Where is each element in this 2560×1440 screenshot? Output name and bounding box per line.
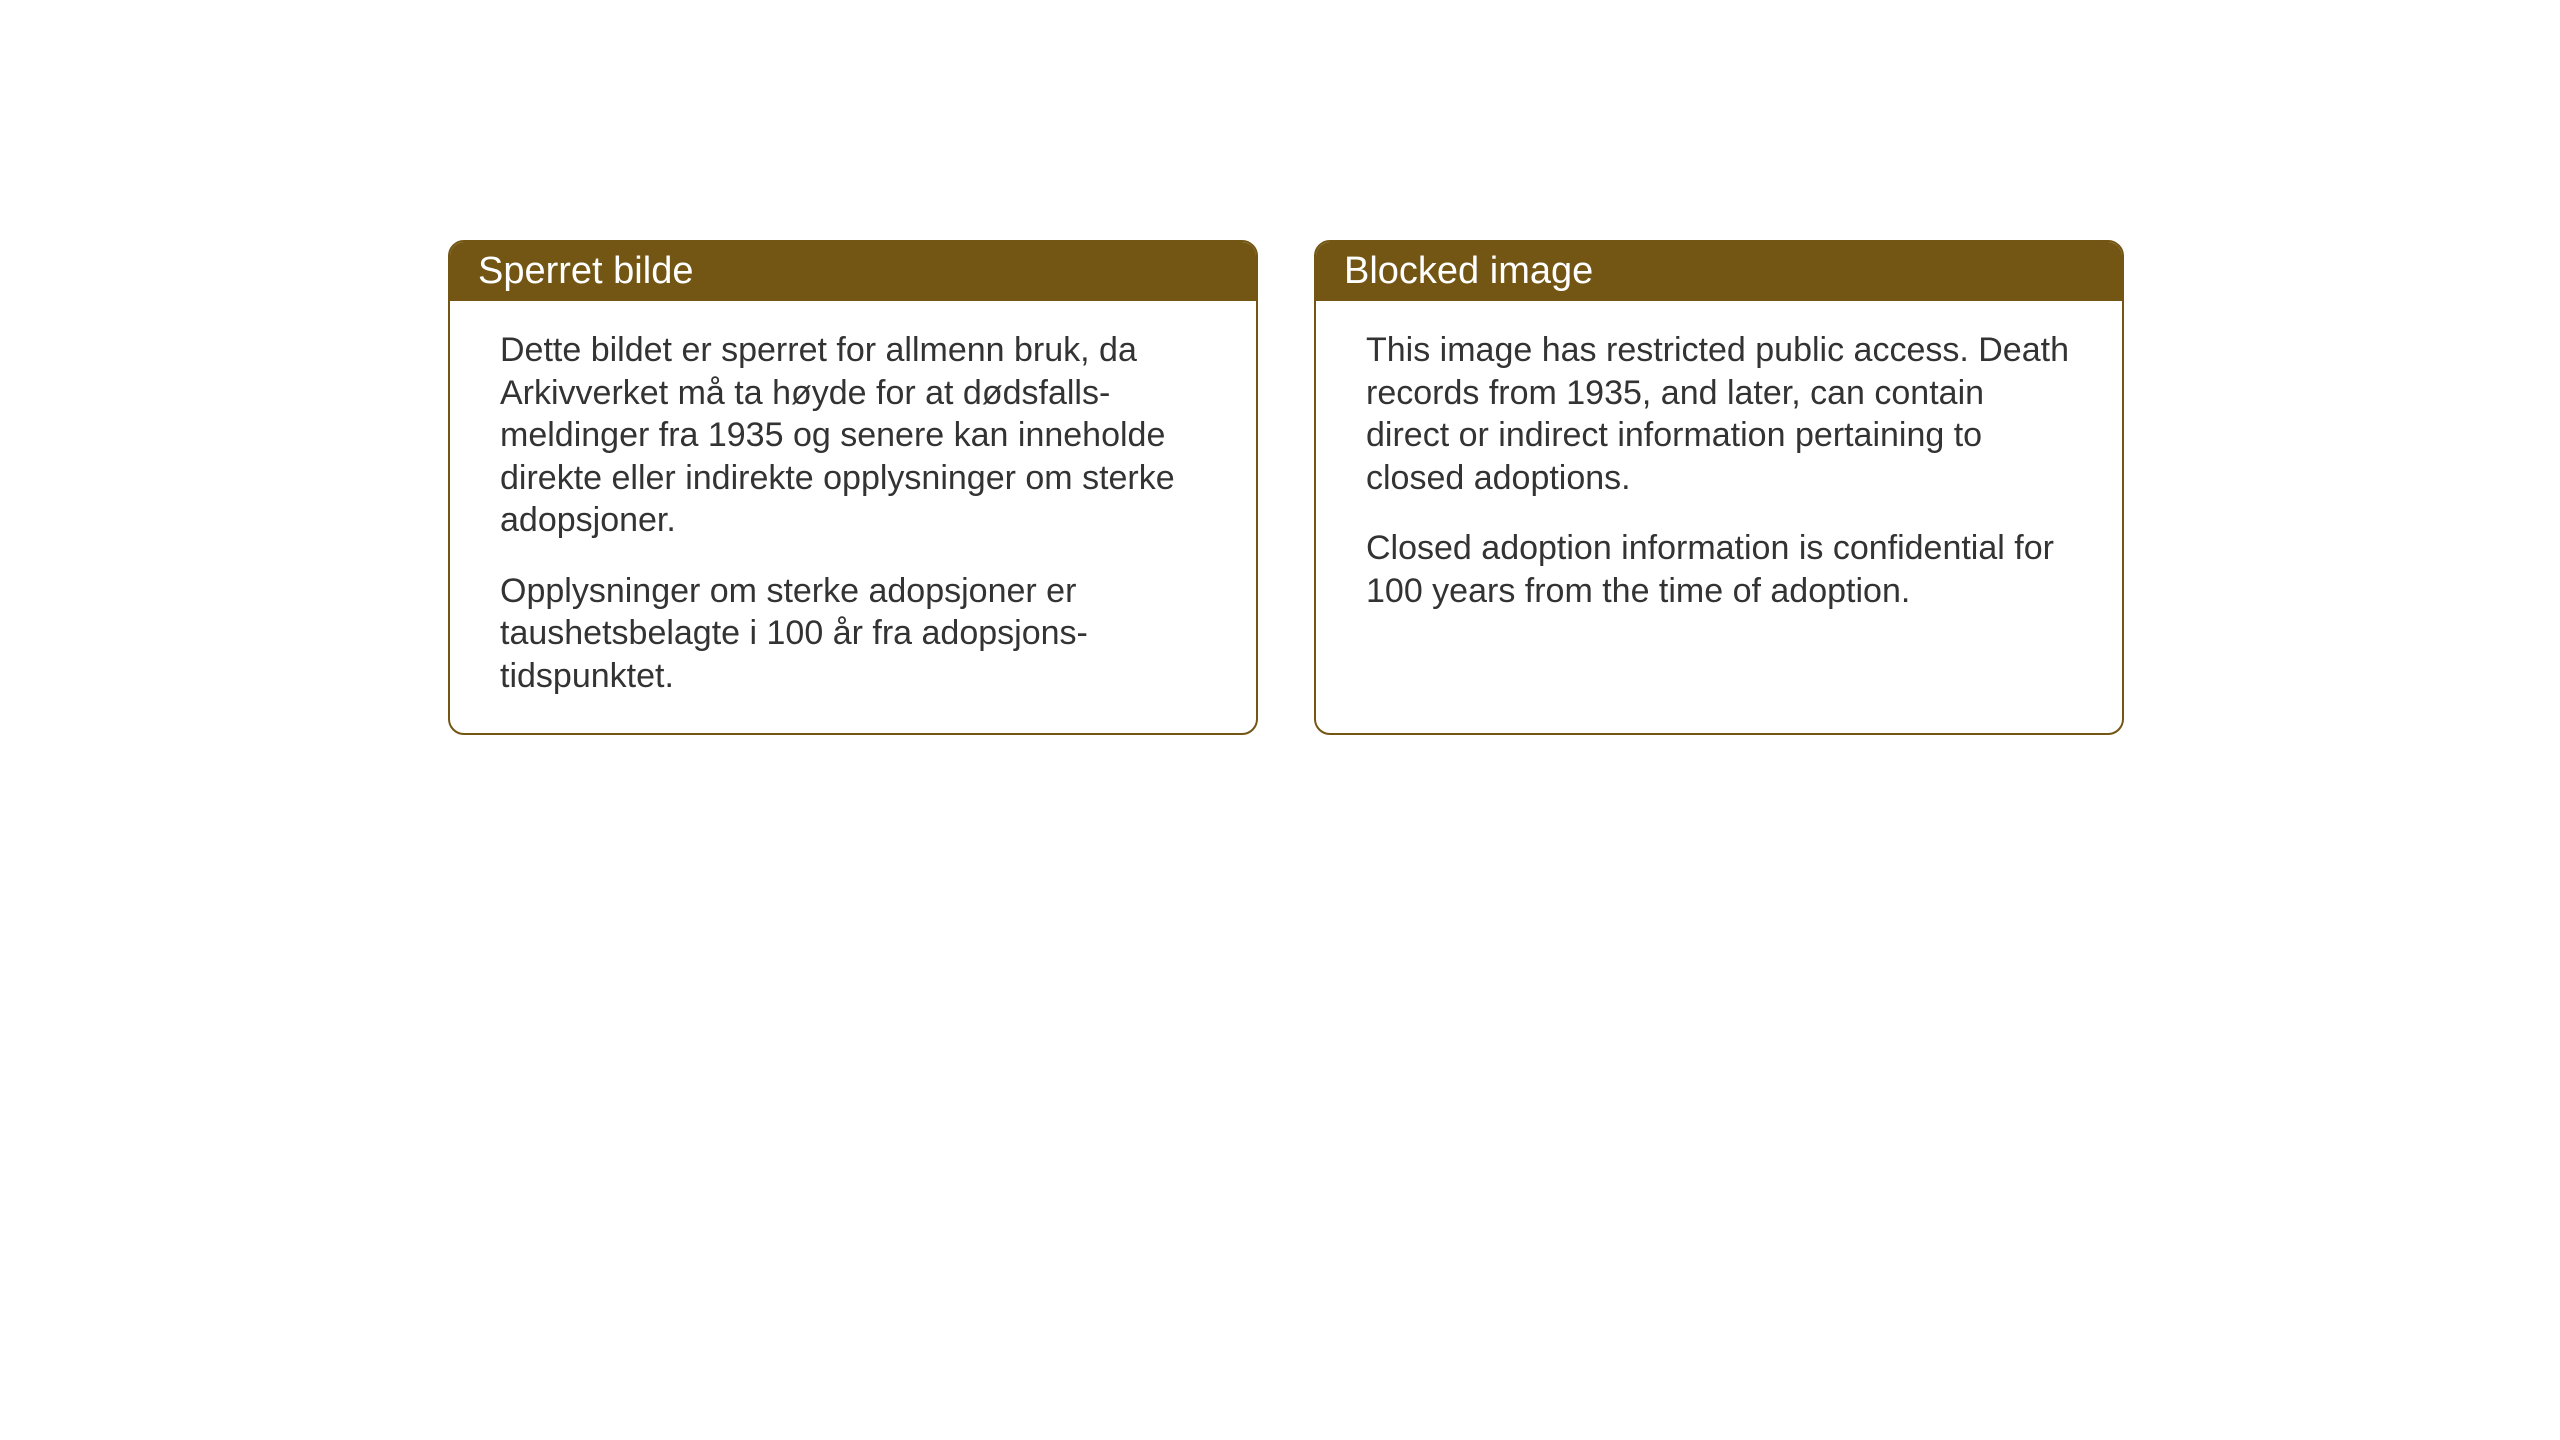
notice-box-norwegian: Sperret bilde Dette bildet er sperret fo… xyxy=(448,240,1258,735)
notice-header-english: Blocked image xyxy=(1316,242,2122,301)
notice-paragraph: This image has restricted public access.… xyxy=(1366,329,2072,499)
notice-title-norwegian: Sperret bilde xyxy=(478,250,693,292)
notice-header-norwegian: Sperret bilde xyxy=(450,242,1256,301)
notice-paragraph: Closed adoption information is confident… xyxy=(1366,527,2072,612)
notice-body-norwegian: Dette bildet er sperret for allmenn bruk… xyxy=(450,301,1256,733)
notice-body-english: This image has restricted public access.… xyxy=(1316,301,2122,648)
notice-paragraph: Opplysninger om sterke adopsjoner er tau… xyxy=(500,570,1206,698)
notice-container: Sperret bilde Dette bildet er sperret fo… xyxy=(448,240,2124,735)
notice-paragraph: Dette bildet er sperret for allmenn bruk… xyxy=(500,329,1206,542)
notice-title-english: Blocked image xyxy=(1344,250,1593,292)
notice-box-english: Blocked image This image has restricted … xyxy=(1314,240,2124,735)
